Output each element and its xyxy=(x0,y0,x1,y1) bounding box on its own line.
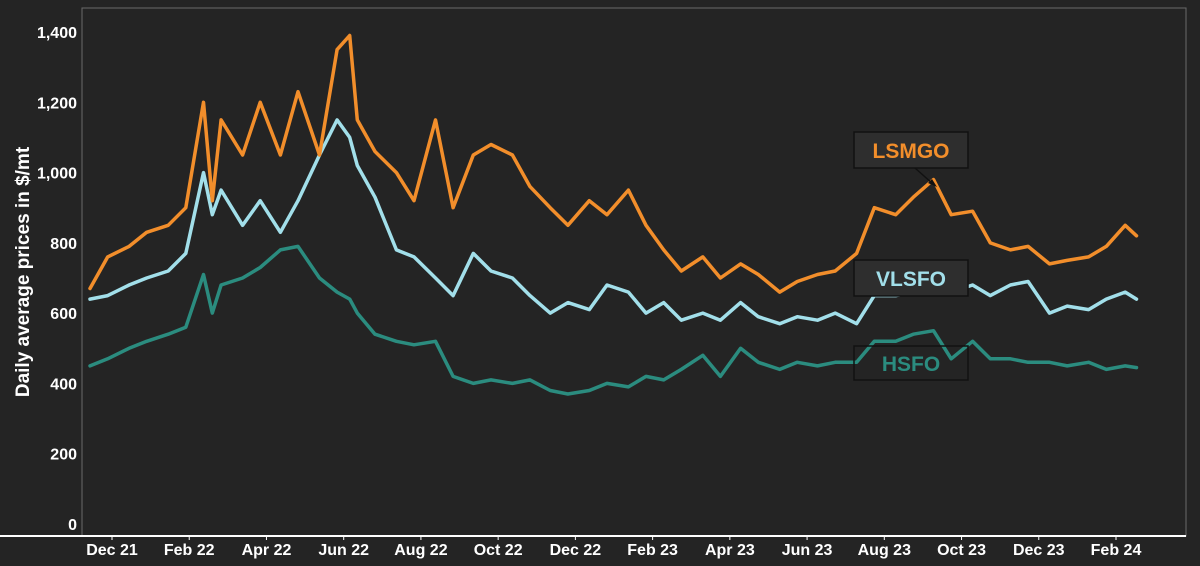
x-tick-label: Dec 22 xyxy=(550,542,602,559)
x-axis-ticks: Dec 21 Feb 22 Apr 22 Jun 22 Aug 22 Oct 22 Dec … xyxy=(86,536,1141,559)
y-tick-label: 200 xyxy=(50,447,77,464)
y-axis-title: Daily average prices in $/mt xyxy=(13,146,34,397)
x-tick-label: Aug 23 xyxy=(858,542,911,559)
series-line-lsmgo xyxy=(88,33,1139,294)
x-tick-label: Apr 22 xyxy=(242,542,292,559)
y-tick-label: 400 xyxy=(50,376,77,393)
vlsfo-label: VLSFO xyxy=(876,268,946,291)
lsmgo-label-box xyxy=(853,131,969,169)
y-tick-label: 1,000 xyxy=(37,166,77,183)
series-line-hsfo xyxy=(88,244,1139,396)
x-tick-label: Oct 22 xyxy=(474,542,523,559)
hsfo-annotation: HSFO xyxy=(853,345,969,381)
vlsfo-label-box xyxy=(853,259,969,297)
x-tick-label: Dec 23 xyxy=(1013,542,1065,559)
x-tick-label: Jun 23 xyxy=(782,542,833,559)
lsmgo-pointer-arrowhead xyxy=(928,179,937,187)
vlsfo-annotation: VLSFO xyxy=(853,259,969,297)
plot-frame xyxy=(81,7,1187,537)
x-tick-label: Feb 23 xyxy=(627,542,678,559)
y-tick-label: 800 xyxy=(50,236,77,253)
x-tick-label: Aug 22 xyxy=(394,542,447,559)
x-tick-label: Dec 21 xyxy=(86,542,138,559)
y-tick-label: 1,200 xyxy=(37,95,77,112)
y-tick-label: 600 xyxy=(50,306,77,323)
x-tick-label: Jun 22 xyxy=(318,542,369,559)
x-tick-label: Feb 22 xyxy=(164,542,215,559)
hsfo-label-box xyxy=(853,345,969,381)
hsfo-label: HSFO xyxy=(882,353,940,376)
lsmgo-label: LSMGO xyxy=(873,140,950,163)
x-tick-label: Oct 23 xyxy=(937,542,986,559)
lsmgo-annotation: LSMGO xyxy=(853,131,969,187)
x-tick-label: Apr 23 xyxy=(705,542,755,559)
y-tick-label: 1,400 xyxy=(37,25,77,42)
series-lines xyxy=(88,33,1139,396)
y-axis-ticks: 0 200 400 600 800 1,000 1,200 1,400 xyxy=(37,25,77,534)
y-tick-label: 0 xyxy=(68,517,77,534)
x-tick-label: Feb 24 xyxy=(1091,542,1142,559)
